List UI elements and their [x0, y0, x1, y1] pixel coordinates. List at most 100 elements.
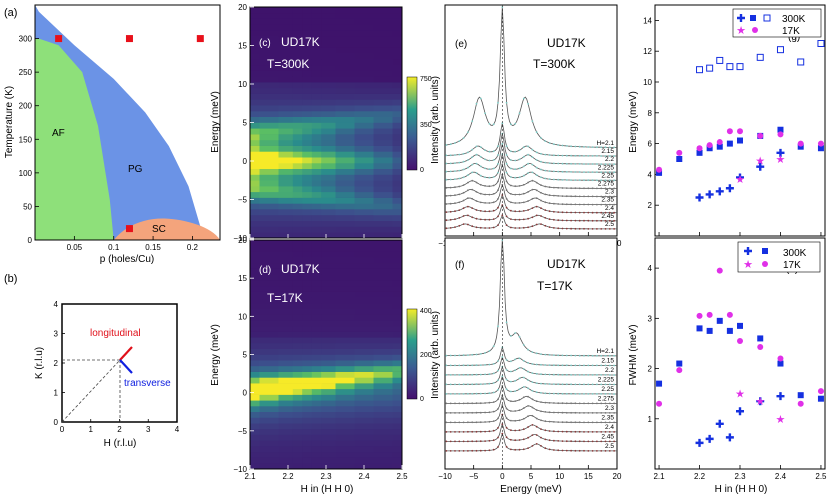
- heatmap-cell: [354, 394, 374, 401]
- heatmap-cell: [259, 354, 279, 361]
- spectrum-data-point: [527, 191, 529, 193]
- heatmap-cell: [335, 383, 355, 390]
- heatmap-cell: [335, 417, 355, 424]
- spectrum-data-point: [484, 149, 486, 152]
- heatmap-cell: [373, 134, 393, 141]
- spectrum-data-point: [488, 420, 491, 423]
- spectrum-data-point: [510, 167, 512, 170]
- heatmap-cell: [302, 446, 312, 453]
- heatmap-cell: [250, 41, 260, 48]
- spectrum-data-point: [518, 158, 521, 161]
- heatmap-cell: [373, 343, 393, 349]
- heatmap-cell: [311, 303, 322, 309]
- heatmap-cell: [259, 451, 279, 458]
- spectrum-data-point: [522, 438, 525, 441]
- heatmap-cell: [392, 226, 403, 233]
- spectrum-data-point: [445, 402, 448, 405]
- heatmap-cell: [354, 35, 374, 42]
- spectrum-data-point: [583, 421, 585, 424]
- spectrum-data-point: [574, 154, 577, 157]
- heatmap-cell: [292, 18, 303, 25]
- heatmap-cell: [302, 451, 312, 458]
- spectrum-data-point: [458, 440, 461, 443]
- spectrum-data-point: [608, 450, 611, 452]
- spectrum-data-point: [479, 165, 482, 168]
- heatmap-cell: [392, 274, 403, 281]
- heatmap-cell: [354, 197, 374, 204]
- heatmap-cell: [278, 365, 294, 372]
- spectrum-data-point: [578, 179, 581, 182]
- heatmap-cell: [311, 268, 322, 275]
- spectrum-curve-label: 2.275: [598, 396, 615, 403]
- heatmap-cell: [302, 128, 312, 135]
- heatmap-cell: [311, 423, 322, 430]
- heatmap-cell: [373, 18, 393, 25]
- heatmap-cell: [321, 203, 336, 210]
- spectrum-data-point: [561, 154, 564, 157]
- spectrum-data-point: [548, 186, 551, 189]
- spectrum-data-point: [600, 179, 603, 182]
- spectrum-data-point: [514, 193, 517, 196]
- heatmap-cell: [311, 59, 322, 66]
- spectrum-data-point: [557, 154, 560, 157]
- spectrum-data-point: [492, 391, 495, 394]
- spectrum-data-point: [587, 354, 590, 357]
- spectrum-data-point: [522, 407, 525, 409]
- cross-marker: [715, 187, 724, 196]
- heatmap-cell: [335, 99, 355, 106]
- spectrum-data-point: [531, 188, 534, 191]
- spectrum-data-point: [467, 197, 469, 200]
- heatmap-cell: [250, 82, 260, 89]
- spectrum-data-point: [527, 348, 529, 351]
- heatmap-cell: [311, 139, 322, 146]
- spectrum-data-point: [522, 359, 525, 362]
- spectrum-data-point: [492, 123, 495, 126]
- heatmap-cell: [354, 168, 374, 175]
- heatmap-cell: [259, 308, 279, 315]
- spectrum-data-point: [608, 364, 611, 367]
- heatmap-cell: [335, 446, 355, 453]
- heatmap-cell: [278, 274, 294, 281]
- heatmap-cell: [259, 394, 279, 401]
- spectrum-data-point: [458, 374, 461, 376]
- heatmap-cell: [278, 463, 294, 470]
- spectrum-data-point: [557, 227, 560, 230]
- spectrum-data-point: [561, 170, 564, 173]
- heatmap-cell: [392, 99, 403, 106]
- spectrum-data-point: [544, 392, 547, 395]
- spectrum-data-point: [510, 335, 512, 337]
- spectrum-data-point: [458, 209, 461, 212]
- spectrum-data-point: [608, 211, 611, 214]
- spectrum-curve-label: 2.3: [605, 405, 614, 412]
- spectrum-data-point: [574, 211, 577, 214]
- heatmap-cell: [335, 406, 355, 412]
- heatmap-cell: [321, 174, 336, 181]
- spectrum-data-point: [600, 402, 603, 405]
- spectrum-data-point: [591, 393, 594, 395]
- region-af-label: AF: [52, 128, 65, 139]
- heatmap-cell: [335, 18, 355, 25]
- heatmap-cell: [292, 423, 303, 430]
- heatmap-cell: [311, 331, 322, 338]
- heatmap-cell: [278, 59, 294, 66]
- heatmap-cell: [311, 337, 322, 344]
- spectrum-data-point: [462, 137, 465, 139]
- spectrum-data-point: [484, 218, 486, 221]
- heatmap-cell: [321, 314, 336, 321]
- spectrum-data-point: [458, 383, 461, 386]
- heatmap-cell: [373, 371, 393, 378]
- spectrum-data-point: [492, 209, 495, 212]
- heatmap-cell: [354, 203, 374, 210]
- spectrum-data-point: [574, 402, 577, 405]
- spectrum-data-point: [510, 448, 512, 451]
- spectrum-data-point: [535, 400, 538, 403]
- heatmap-cell: [373, 451, 393, 458]
- spectrum-data-point: [574, 179, 577, 182]
- spectrum-data-point: [570, 211, 572, 214]
- cross-marker: [725, 184, 734, 193]
- spectrum-data-point: [561, 219, 564, 222]
- heatmap-cell: [292, 53, 303, 60]
- heatmap-ytick-label: 0: [243, 389, 248, 398]
- spectrum-data-point: [553, 364, 555, 367]
- heatmap-cell: [321, 53, 336, 60]
